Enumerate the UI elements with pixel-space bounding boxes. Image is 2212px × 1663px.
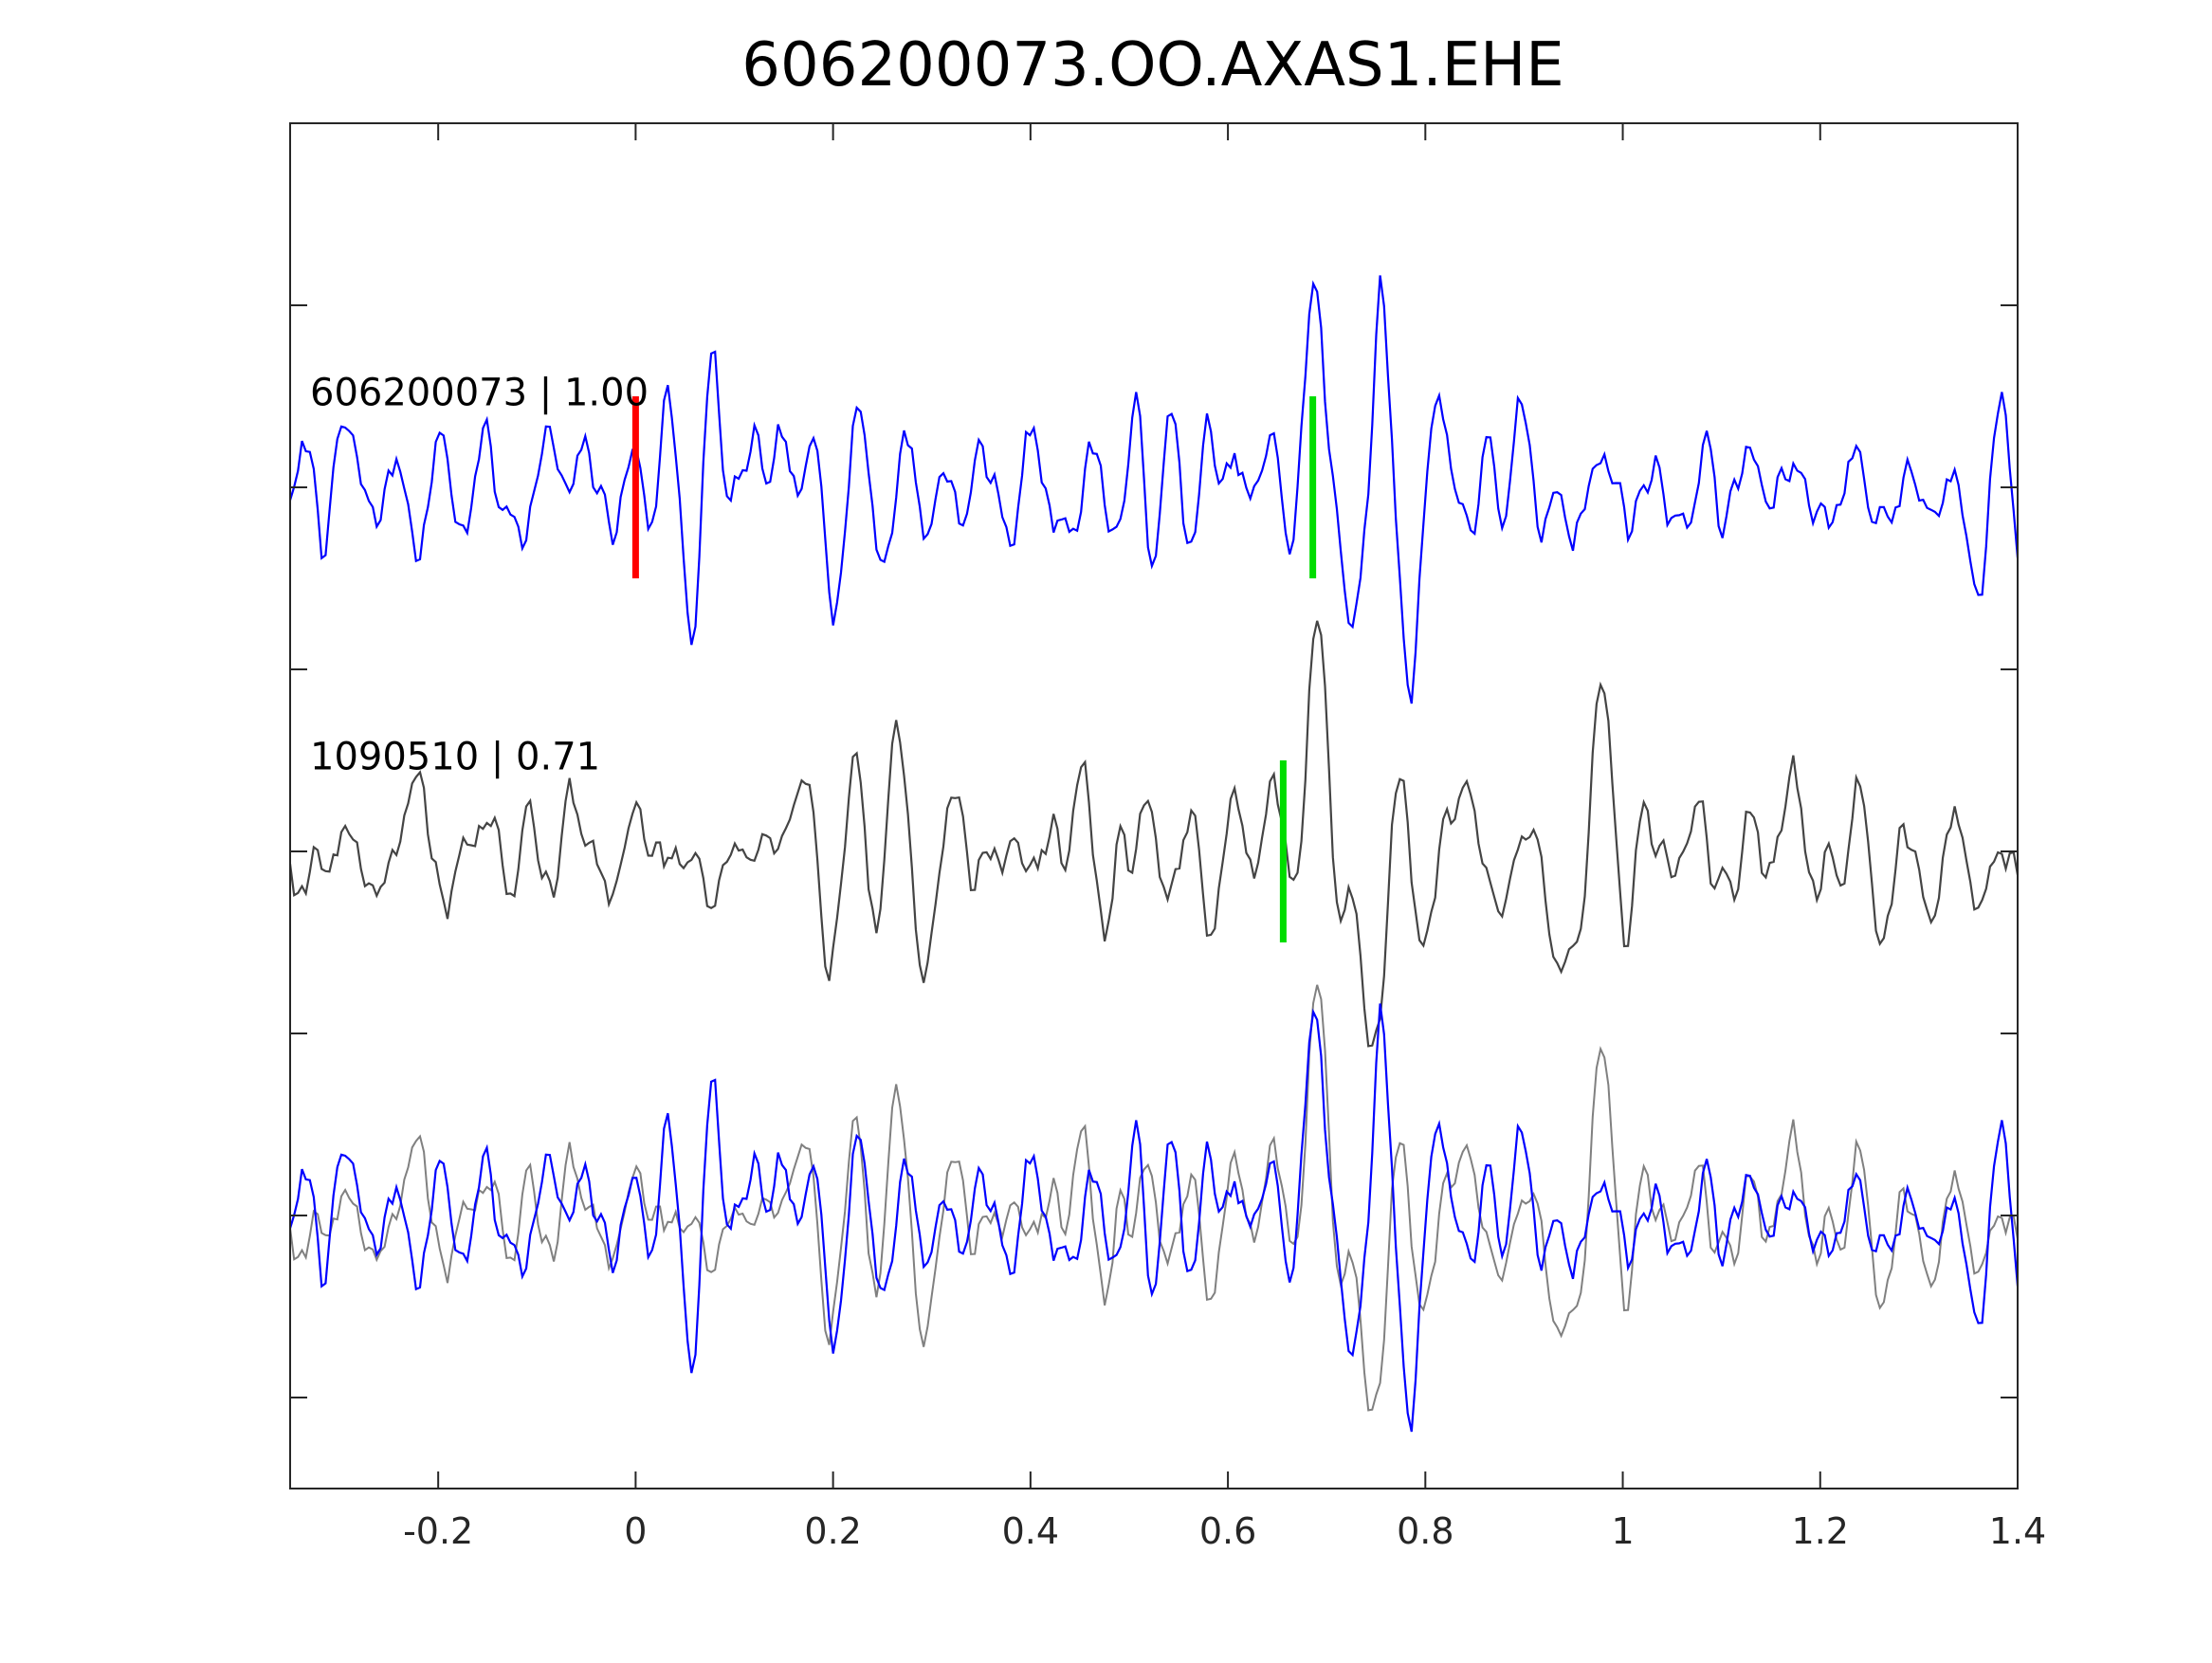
x-tick-label: 0.8: [1397, 1510, 1453, 1552]
trace-label-2: 1090510 | 0.71: [310, 736, 600, 779]
overlay-trace-blue: [288, 1003, 2020, 1433]
trace-label-1: 606200073 | 1.00: [310, 372, 649, 415]
x-tick-label: -0.2: [403, 1510, 473, 1552]
plot-area: 606200073 | 1.00 1090510 | 0.71: [288, 275, 2020, 1433]
trace-1: [288, 275, 2020, 704]
x-tick-label: 1: [1611, 1510, 1634, 1552]
x-tick-label: 1.4: [1989, 1510, 2046, 1552]
trace-2: [288, 620, 2020, 1048]
plot-frame: [289, 122, 2019, 1489]
x-tick-label: 0.4: [1002, 1510, 1059, 1552]
x-tick-label: 0.6: [1199, 1510, 1256, 1552]
x-tick-label: 1.2: [1792, 1510, 1849, 1552]
chart-title: 606200073.OO.AXAS1.EHE: [741, 30, 1563, 101]
x-tick-label: 0.2: [804, 1510, 861, 1552]
axes: -0.2 0 0.2 0.4 0.6 0.8 1 1.2 1.4: [290, 123, 2046, 1552]
x-tick-label: 0: [624, 1510, 647, 1552]
